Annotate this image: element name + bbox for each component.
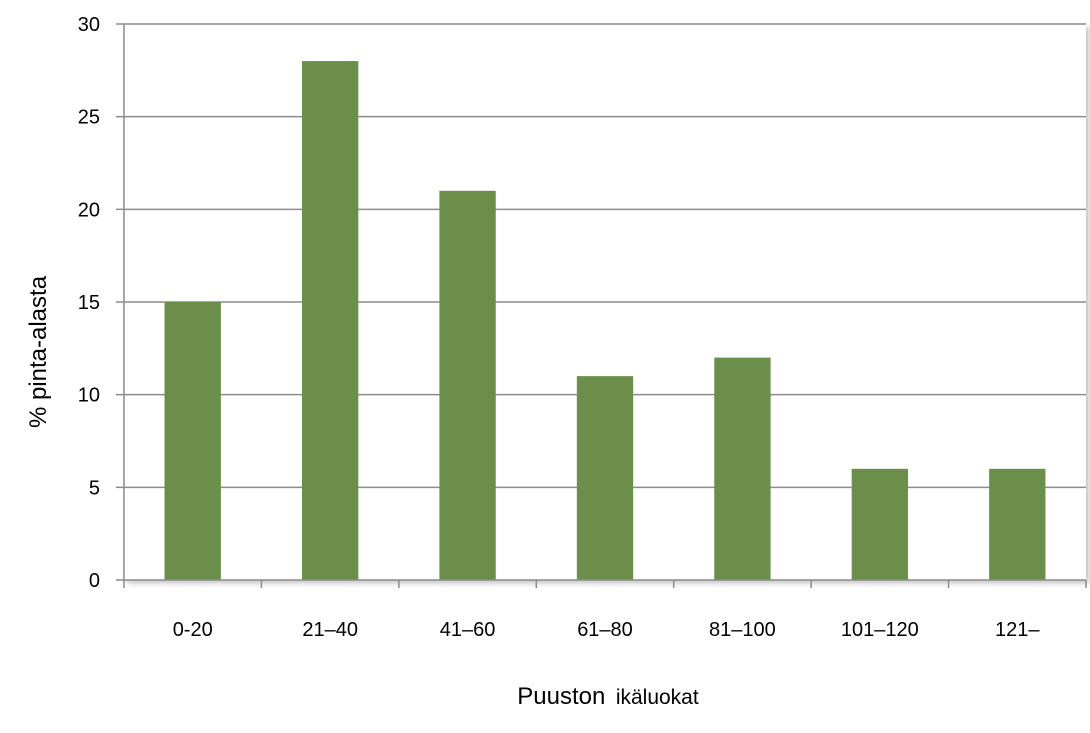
bar-101–120 <box>851 468 909 580</box>
x-tick-label-101–120: 101–120 <box>841 619 919 641</box>
bars <box>164 61 1046 581</box>
bar-61–80 <box>576 376 634 580</box>
bar-21–40 <box>301 61 359 581</box>
y-tick-label-20: 20 <box>78 199 100 221</box>
y-tick-label-0: 0 <box>89 570 100 592</box>
x-tick-label-0-20: 0-20 <box>173 619 213 641</box>
bar-81–100 <box>714 357 771 580</box>
y-tick-label-25: 25 <box>78 107 100 129</box>
x-axis-title: Puuston ikäluokat <box>517 683 699 710</box>
bar-41–60 <box>439 190 496 581</box>
x-tick-label-81–100: 81–100 <box>709 619 776 641</box>
x-tick-label-21–40: 21–40 <box>302 619 358 641</box>
bar-121– <box>989 468 1046 580</box>
x-tick-label-121–: 121– <box>995 619 1040 641</box>
y-tick-label-10: 10 <box>78 385 100 407</box>
x-axis-title-main: Puuston <box>517 683 605 710</box>
x-tick-label-41–60: 41–60 <box>440 619 496 641</box>
y-axis-title: % pinta-alasta <box>25 275 52 428</box>
y-tick-label-15: 15 <box>78 292 100 314</box>
x-axis-title-rest: ikäluokat <box>616 686 699 709</box>
y-tick-labels: 0 5 10 15 20 25 30 <box>78 14 100 592</box>
x-tick-label-61–80: 61–80 <box>577 619 633 641</box>
bar-0-20 <box>164 302 221 580</box>
y-tick-label-5: 5 <box>89 477 100 499</box>
y-tick-label-30: 30 <box>78 14 100 36</box>
x-tick-labels: 0-20 21–40 41–60 61–80 81–100 101–120 121– <box>173 619 1041 641</box>
axes <box>116 23 1087 588</box>
